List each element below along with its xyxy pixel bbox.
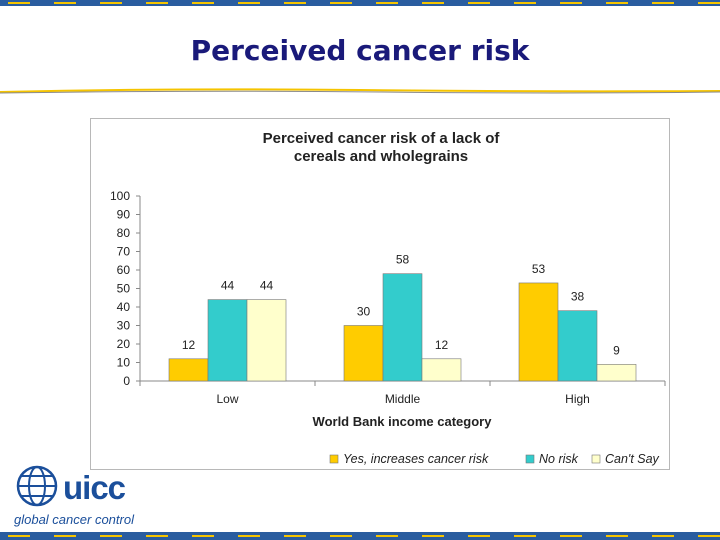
band-dash (8, 535, 30, 537)
top-band (0, 0, 720, 6)
x-tick-label: High (565, 392, 590, 406)
band-dash (652, 2, 674, 4)
logo-wordmark: uicc (63, 469, 126, 506)
band-dash (238, 535, 260, 537)
band-dash (560, 2, 582, 4)
slide-title: Perceived cancer risk (190, 34, 530, 67)
x-tick-label: Low (216, 392, 238, 406)
y-tick-label: 50 (117, 282, 131, 296)
logo-tagline: global cancer control (14, 512, 134, 527)
data-label: 44 (221, 279, 235, 293)
band-dash (652, 535, 674, 537)
bar (246, 299, 287, 382)
data-label: 12 (435, 338, 449, 352)
band-dash (330, 2, 352, 4)
bottom-band (0, 532, 720, 540)
chart-panel (90, 118, 670, 470)
band-dash (468, 2, 490, 4)
band-dash (100, 535, 122, 537)
y-tick-label: 90 (117, 208, 131, 222)
band-dash (284, 2, 306, 4)
globe-icon (16, 465, 58, 507)
band-dash (514, 2, 536, 4)
bar-chart: Perceived cancer risk of a lack of cereal… (110, 130, 666, 466)
band-dash (514, 535, 536, 537)
band-dash (284, 535, 306, 537)
band-dash (606, 535, 628, 537)
band-dash (192, 535, 214, 537)
x-axis-label: World Bank income category (313, 414, 493, 429)
data-label: 53 (532, 262, 546, 276)
legend-swatch (525, 454, 535, 464)
chart-title: Perceived cancer risk of a lack of cereal… (263, 130, 501, 165)
legend-label: Can't Say (605, 452, 660, 466)
band-dash (698, 2, 720, 4)
band-dash (8, 2, 30, 4)
legend: Yes, increases cancer risk No risk Can't S… (329, 452, 660, 466)
band-dash (54, 535, 76, 537)
y-tick-label: 0 (123, 374, 130, 388)
data-label: 38 (571, 290, 585, 304)
band-dash (468, 535, 490, 537)
band-fill (0, 532, 720, 540)
band-dash (606, 2, 628, 4)
band-dash (376, 2, 398, 4)
data-label: 9 (613, 343, 620, 357)
band-dash (698, 535, 720, 537)
bar (168, 358, 209, 382)
data-label: 44 (260, 279, 274, 293)
title-underline (0, 88, 720, 94)
y-tick-label: 70 (117, 245, 131, 259)
chart-title-line-1: Perceived cancer risk of a lack of (263, 130, 501, 147)
y-tick-label: 30 (117, 319, 131, 333)
band-dash (192, 2, 214, 4)
band-dash (376, 535, 398, 537)
y-tick-label: 10 (117, 356, 131, 370)
band-dash (54, 2, 76, 4)
legend-swatch (591, 454, 601, 464)
chart-title-line-2: cereals and wholegrains (294, 148, 468, 165)
data-label: 58 (396, 253, 410, 267)
bar (343, 325, 384, 382)
data-label: 12 (182, 338, 196, 352)
bar (382, 273, 423, 382)
x-tick-label: Middle (385, 392, 421, 406)
bar (596, 364, 637, 382)
legend-label: Yes, increases cancer risk (343, 452, 489, 466)
band-dash (146, 2, 168, 4)
band-dash (560, 535, 582, 537)
band-dash (422, 2, 444, 4)
y-tick-label: 20 (117, 337, 131, 351)
band-dash (330, 535, 352, 537)
band-dash (100, 2, 122, 4)
bar (557, 310, 598, 382)
legend-label: No risk (539, 452, 579, 466)
y-tick-label: 80 (117, 226, 131, 240)
legend-swatch (329, 454, 339, 464)
uicc-logo (16, 465, 58, 507)
band-dash (146, 535, 168, 537)
data-label: 30 (357, 305, 371, 319)
bar (421, 358, 462, 382)
y-tick-label: 40 (117, 300, 131, 314)
band-fill (0, 0, 720, 6)
band-dash (422, 535, 444, 537)
y-tick-label: 60 (117, 263, 131, 277)
bar (207, 299, 248, 382)
y-tick-label: 100 (110, 189, 130, 203)
bar (518, 282, 559, 382)
band-dash (238, 2, 260, 4)
